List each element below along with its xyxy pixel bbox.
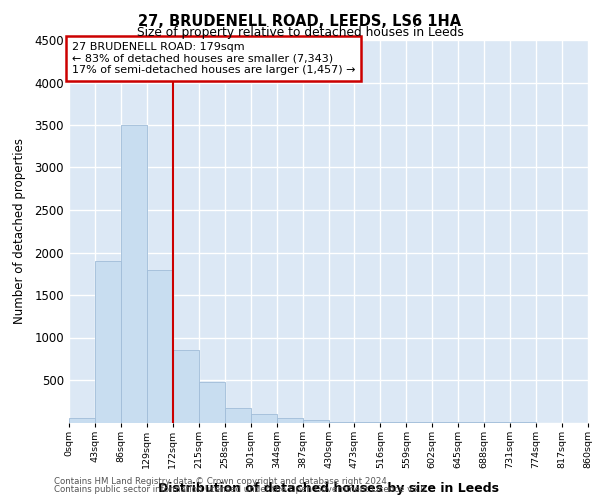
Bar <box>147 270 173 422</box>
Bar <box>173 350 199 422</box>
Text: Size of property relative to detached houses in Leeds: Size of property relative to detached ho… <box>137 26 463 39</box>
Bar <box>225 408 251 422</box>
Bar <box>277 418 302 422</box>
Text: 27 BRUDENELL ROAD: 179sqm
← 83% of detached houses are smaller (7,343)
17% of se: 27 BRUDENELL ROAD: 179sqm ← 83% of detac… <box>71 42 355 75</box>
Bar <box>199 382 224 422</box>
X-axis label: Distribution of detached houses by size in Leeds: Distribution of detached houses by size … <box>158 482 499 494</box>
Bar <box>95 261 121 422</box>
Text: Contains HM Land Registry data © Crown copyright and database right 2024.: Contains HM Land Registry data © Crown c… <box>54 477 389 486</box>
Text: 27, BRUDENELL ROAD, LEEDS, LS6 1HA: 27, BRUDENELL ROAD, LEEDS, LS6 1HA <box>139 14 461 29</box>
Y-axis label: Number of detached properties: Number of detached properties <box>13 138 26 324</box>
Bar <box>251 414 277 422</box>
Bar <box>121 125 147 422</box>
Bar <box>302 420 329 422</box>
Bar <box>69 418 95 422</box>
Text: Contains public sector information licensed under the Open Government Licence v3: Contains public sector information licen… <box>54 485 428 494</box>
